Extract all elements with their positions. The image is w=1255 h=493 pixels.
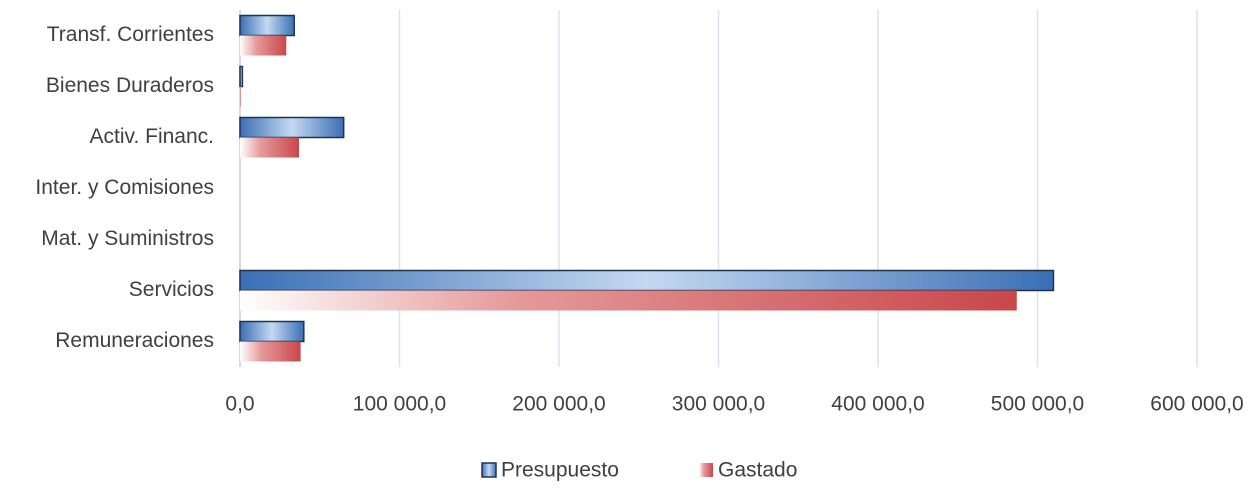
y-tick-label: Mat. y Suministros <box>41 227 214 250</box>
bar <box>240 341 301 362</box>
x-tick-label: 600 000,0 <box>1150 393 1243 416</box>
bar <box>239 320 305 343</box>
x-tick-label: 100 000,0 <box>353 393 446 416</box>
x-tick-label: 300 000,0 <box>672 393 765 416</box>
bar <box>239 65 244 88</box>
bar <box>240 290 1017 311</box>
bar <box>239 269 1055 292</box>
bar <box>239 116 345 139</box>
bar <box>240 137 300 158</box>
y-tick-label: Servicios <box>129 278 214 301</box>
legend-label: Gastado <box>718 459 797 482</box>
x-tick-label: 400 000,0 <box>831 393 924 416</box>
legend-swatch <box>481 462 497 478</box>
bar <box>240 86 241 107</box>
legend-swatch <box>699 463 713 477</box>
y-tick-label: Bienes Duraderos <box>46 74 214 97</box>
bar <box>239 14 295 37</box>
y-tick-label: Activ. Financ. <box>90 125 214 148</box>
x-tick-label: 500 000,0 <box>991 393 1084 416</box>
x-tick-label: 200 000,0 <box>512 393 605 416</box>
y-tick-label: Remuneraciones <box>55 329 214 352</box>
y-tick-label: Transf. Corrientes <box>47 23 214 46</box>
x-tick-label: 0,0 <box>225 393 254 416</box>
legend-label: Presupuesto <box>501 459 619 482</box>
y-tick-label: Inter. y Comisiones <box>35 176 214 199</box>
bar <box>240 35 287 56</box>
